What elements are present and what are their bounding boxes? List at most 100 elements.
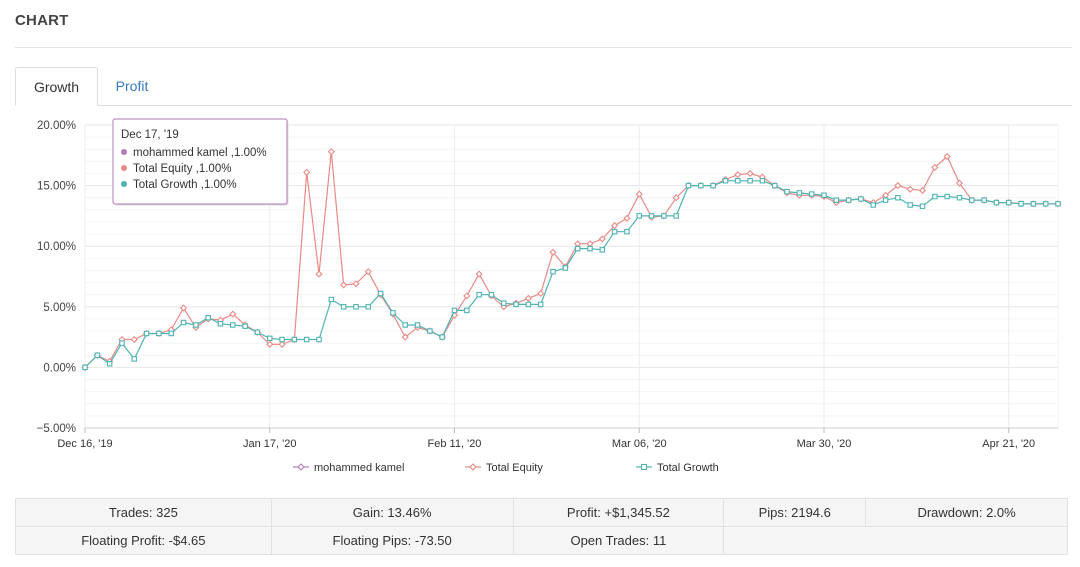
stat-cell: Floating Profit: -$4.65 bbox=[15, 526, 272, 555]
tooltip-box bbox=[112, 118, 288, 205]
data-point bbox=[918, 186, 927, 195]
drawdown-stat: Drawdown: 2.0% bbox=[917, 505, 1016, 520]
data-point bbox=[364, 268, 372, 276]
data-point bbox=[464, 307, 470, 314]
data-point bbox=[315, 270, 323, 278]
data-point bbox=[279, 336, 285, 343]
data-point bbox=[524, 294, 532, 302]
stat-cell: Drawdown: 2.0% bbox=[865, 498, 1068, 527]
data-point bbox=[537, 289, 545, 298]
data-point bbox=[661, 213, 667, 219]
x-axis: Dec 16, '19 Jan 17, '20 Feb 11, '20 Mar 06,… bbox=[57, 427, 1058, 450]
tooltip-row: mohammed kamel ,1.00% bbox=[133, 147, 267, 159]
x-tick-label: Mar 30, '20 bbox=[797, 438, 852, 450]
data-point bbox=[439, 334, 445, 340]
data-point bbox=[525, 301, 532, 308]
stats-row: Floating Profit: -$4.65 Floating Pips: -… bbox=[15, 526, 1068, 555]
series-lines bbox=[81, 148, 1062, 371]
data-point bbox=[636, 213, 642, 219]
data-point bbox=[463, 292, 471, 300]
tooltip-marker bbox=[121, 165, 127, 171]
tooltip-date: Dec 17, '19 bbox=[121, 129, 179, 141]
data-point bbox=[427, 328, 433, 334]
data-point bbox=[1042, 201, 1049, 207]
data-point bbox=[623, 214, 631, 222]
stat-cell: Floating Pips: -73.50 bbox=[270, 526, 514, 555]
stats-row: Trades: 325 Gain: 13.46% Profit: +$1,345… bbox=[15, 498, 1068, 527]
data-point bbox=[451, 307, 458, 314]
data-point bbox=[549, 248, 557, 256]
data-point bbox=[611, 222, 619, 230]
data-point bbox=[882, 197, 889, 203]
data-point bbox=[328, 296, 335, 303]
data-point bbox=[180, 319, 187, 326]
data-point bbox=[956, 194, 963, 201]
stat-cell: Trades: 325 bbox=[15, 498, 272, 527]
y-tick-label: 15.00% bbox=[37, 181, 76, 193]
data-point bbox=[1018, 201, 1024, 207]
profit-stat: Profit: +$1,345.52 bbox=[566, 505, 670, 520]
legend-item[interactable]: Total Equity bbox=[465, 462, 543, 474]
data-point bbox=[94, 352, 101, 359]
tooltip: Dec 17, '19 mohammed kamel ,1.00% Total Eq… bbox=[112, 118, 289, 206]
data-point bbox=[119, 340, 125, 346]
data-point bbox=[648, 213, 655, 219]
data-point bbox=[955, 179, 964, 187]
data-point bbox=[598, 235, 606, 243]
legend-label: mohammed kamel bbox=[314, 462, 404, 474]
y-tick-label: −5.00% bbox=[37, 423, 76, 435]
data-point bbox=[734, 171, 742, 179]
legend-item[interactable]: Total Growth bbox=[636, 462, 719, 474]
data-point bbox=[969, 197, 975, 203]
data-point bbox=[919, 203, 926, 209]
title-divider bbox=[15, 47, 1072, 48]
y-tick-label: 5.00% bbox=[43, 302, 76, 314]
data-point bbox=[179, 304, 188, 312]
data-point bbox=[106, 361, 113, 367]
tab-growth[interactable]: Growth bbox=[15, 67, 98, 106]
data-point bbox=[944, 193, 950, 200]
y-tick-label: 20.00% bbox=[37, 120, 76, 132]
data-point bbox=[476, 291, 482, 298]
data-point bbox=[340, 281, 348, 289]
data-point bbox=[771, 182, 778, 189]
data-point bbox=[746, 169, 754, 178]
gain-stat: Gain: 13.46% bbox=[352, 505, 432, 520]
floating-pips-stat: Floating Pips: -73.50 bbox=[332, 533, 452, 548]
data-point bbox=[587, 245, 593, 252]
tooltip-row: Total Growth ,1.00% bbox=[133, 179, 237, 191]
data-point bbox=[168, 330, 174, 337]
stat-cell bbox=[723, 526, 866, 555]
legend-item[interactable]: mohammed kamel bbox=[293, 462, 404, 474]
x-tick-label: Jan 17, '20 bbox=[243, 438, 296, 450]
data-point bbox=[217, 321, 224, 327]
growth-chart: 20.00% 15.00% 10.00% 5.00% 0.00% −5.00% Dec 1… bbox=[37, 118, 1062, 474]
data-point bbox=[672, 194, 680, 202]
data-point bbox=[993, 199, 1000, 206]
data-point bbox=[266, 340, 274, 348]
data-point bbox=[266, 335, 273, 342]
data-point bbox=[1055, 201, 1061, 207]
data-point bbox=[365, 304, 372, 310]
legend-label: Total Equity bbox=[486, 462, 543, 474]
legend-marker bbox=[297, 463, 305, 471]
data-point bbox=[759, 178, 766, 184]
stat-cell bbox=[865, 526, 1068, 555]
data-point bbox=[501, 300, 507, 306]
trades-stat: Trades: 325 bbox=[108, 505, 178, 520]
data-point bbox=[278, 340, 286, 348]
data-point bbox=[205, 314, 211, 321]
data-point bbox=[685, 182, 692, 189]
data-point bbox=[747, 178, 753, 184]
data-point bbox=[710, 182, 716, 189]
y-tick-label: 0.00% bbox=[43, 362, 76, 374]
data-point bbox=[833, 197, 840, 203]
tab-profit[interactable]: Profit bbox=[115, 78, 149, 94]
stat-cell: Gain: 13.46% bbox=[270, 498, 514, 527]
data-point bbox=[722, 178, 729, 184]
legend[interactable]: mohammed kamel Total Equity Total Growth bbox=[293, 462, 719, 474]
data-point bbox=[673, 213, 679, 219]
data-point bbox=[352, 280, 360, 288]
data-point bbox=[931, 163, 939, 171]
data-point bbox=[230, 322, 236, 328]
